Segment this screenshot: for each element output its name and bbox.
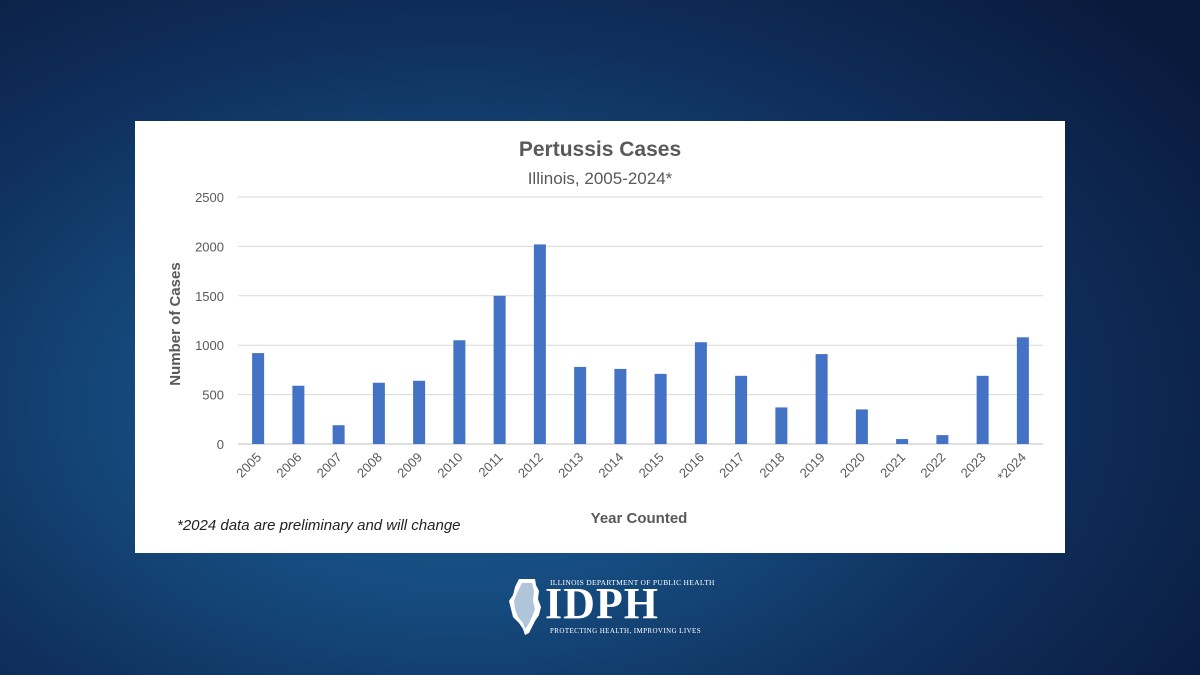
- x-tick-label: 2023: [958, 450, 989, 481]
- bar-2006: [292, 385, 305, 444]
- bar-2020: [855, 409, 868, 444]
- y-tick-label: 500: [202, 388, 224, 403]
- bar-2007: [332, 425, 345, 444]
- chart-subtitle: Illinois, 2005-2024*: [528, 169, 673, 188]
- x-tick-label: 2018: [756, 450, 787, 481]
- x-tick-label: 2021: [877, 450, 908, 481]
- bar-2009: [413, 380, 426, 444]
- x-tick-label: 2013: [555, 450, 586, 481]
- idph-logo: Illinois Department of Public Health IDP…: [505, 577, 714, 637]
- x-tick-label: 2022: [917, 450, 948, 481]
- bar-2019: [815, 354, 828, 444]
- x-tick-label: 2015: [636, 450, 667, 481]
- chart-title: Pertussis Cases: [519, 138, 681, 161]
- x-tick-label: 2010: [434, 450, 465, 481]
- x-axis-ticks: 2005 2006 2007 2008 2009 2010 2011 2012 2013 2014…: [233, 450, 1029, 485]
- x-tick-label: 2012: [515, 450, 546, 481]
- bar-2011: [493, 295, 506, 444]
- y-tick-label: 2000: [195, 239, 224, 254]
- bar-2008: [372, 382, 385, 444]
- bar-2017: [735, 375, 748, 444]
- x-tick-label: 2017: [716, 450, 747, 481]
- x-tick-label: 2008: [354, 450, 385, 481]
- x-tick-label: 2005: [233, 450, 264, 481]
- y-axis-title: Number of Cases: [167, 262, 184, 385]
- x-tick-label: 2020: [837, 450, 868, 481]
- x-tick-label: 2007: [314, 450, 345, 481]
- bar-2018: [775, 407, 788, 444]
- x-axis-title: Year Counted: [591, 510, 688, 527]
- bar-2012: [533, 244, 546, 444]
- bar-2016: [694, 342, 707, 444]
- bar-2024: [1016, 337, 1029, 444]
- x-tick-label: 2019: [797, 450, 828, 481]
- x-tick-label: 2006: [273, 450, 304, 481]
- chart-card: Pertussis Cases Illinois, 2005-2024* 0 50…: [135, 121, 1065, 553]
- logo-tagline: Protecting Health, Improving Lives: [550, 627, 702, 635]
- bars: [252, 244, 1029, 444]
- bar-2021: [896, 439, 909, 444]
- illinois-map-icon: [509, 579, 541, 635]
- bar-2010: [453, 340, 466, 444]
- bar-2023: [976, 375, 989, 444]
- y-tick-label: 0: [217, 437, 224, 452]
- x-tick-label: 2016: [676, 450, 707, 481]
- y-tick-label: 1000: [195, 338, 224, 353]
- x-tick-label: 2011: [475, 450, 505, 480]
- bar-2013: [574, 366, 587, 444]
- bar-chart: Pertussis Cases Illinois, 2005-2024* 0 50…: [167, 138, 1043, 534]
- bar-2022: [936, 435, 949, 444]
- logo-wordmark: IDPH: [545, 579, 659, 628]
- bar-2014: [614, 368, 627, 444]
- bar-2005: [252, 353, 265, 444]
- chart-footnote: *2024 data are preliminary and will chan…: [177, 517, 461, 534]
- logo-department-text: Illinois Department of Public Health: [550, 578, 715, 587]
- y-axis-ticks: 0 500 1000 1500 2000 2500: [195, 190, 224, 452]
- x-tick-label: 2014: [595, 450, 626, 481]
- y-tick-label: 2500: [195, 190, 224, 205]
- gridlines: [238, 196, 1043, 445]
- x-tick-label: 2009: [394, 450, 425, 481]
- y-tick-label: 1500: [195, 289, 224, 304]
- bar-2015: [654, 373, 667, 444]
- x-tick-label: *2024: [994, 450, 1029, 485]
